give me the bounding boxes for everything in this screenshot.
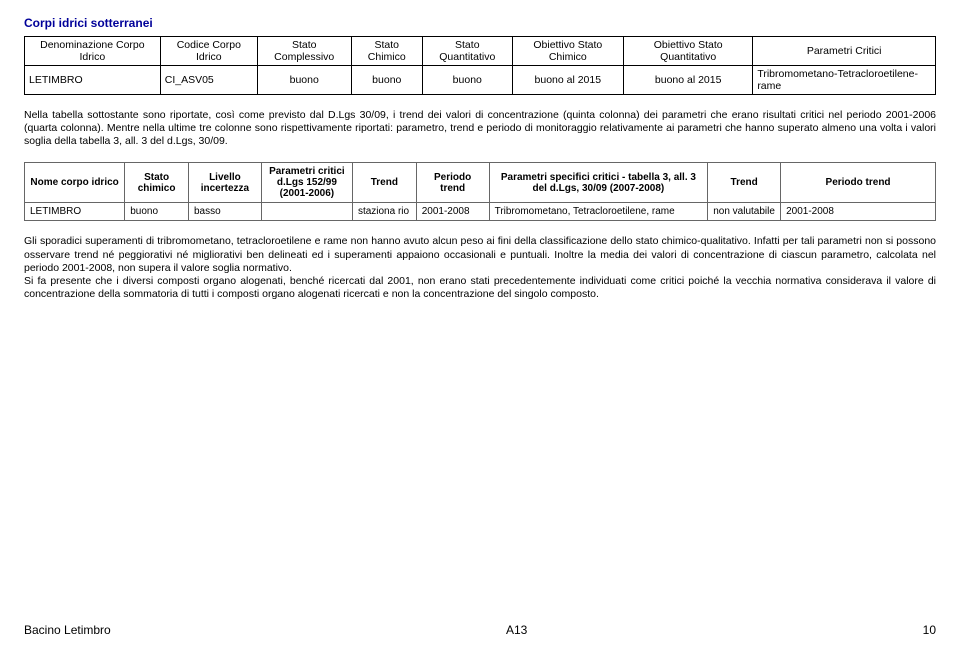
paragraph-1: Nella tabella sottostante sono riportate… (24, 109, 936, 148)
col-periodo2: Periodo trend (781, 163, 936, 203)
cell-denom: LETIMBRO (25, 66, 161, 95)
col-stato-compl: Stato Complessivo (257, 37, 351, 66)
col-ob-chim: Obiettivo Stato Chimico (512, 37, 624, 66)
col-stato: Stato chimico (125, 163, 189, 203)
table-header-row: Denominazione Corpo Idrico Codice Corpo … (25, 37, 936, 66)
cell-ob-chim: buono al 2015 (512, 66, 624, 95)
cell-periodo2: 2001-2008 (781, 203, 936, 221)
col-stato-chim: Stato Chimico (351, 37, 422, 66)
col-codice: Codice Corpo Idrico (160, 37, 257, 66)
col-ob-quant: Obiettivo Stato Quantitativo (624, 37, 753, 66)
footer-left: Bacino Letimbro (24, 623, 111, 637)
footer-right: 10 (923, 623, 936, 637)
col-param-spec: Parametri specifici critici - tabella 3,… (489, 163, 708, 203)
cell-codice: CI_ASV05 (160, 66, 257, 95)
col-param-crit: Parametri critici d.Lgs 152/99 (2001-200… (261, 163, 352, 203)
cell-chim: buono (351, 66, 422, 95)
table-header-row: Nome corpo idrico Stato chimico Livello … (25, 163, 936, 203)
cell-periodo1: 2001-2008 (416, 203, 489, 221)
cell-ob-quant: buono al 2015 (624, 66, 753, 95)
cell-trend1: staziona rio (352, 203, 416, 221)
col-trend1: Trend (352, 163, 416, 203)
table-trend: Nome corpo idrico Stato chimico Livello … (24, 162, 936, 221)
section-title: Corpi idrici sotterranei (24, 16, 936, 30)
footer-center: A13 (506, 623, 527, 637)
table-corpi-idrici: Denominazione Corpo Idrico Codice Corpo … (24, 36, 936, 95)
cell-param-crit (261, 203, 352, 221)
col-trend2: Trend (708, 163, 781, 203)
col-stato-quant: Stato Quantitativo (423, 37, 513, 66)
cell-params: Tribromometano-Tetracloroetilene-rame (753, 66, 936, 95)
cell-compl: buono (257, 66, 351, 95)
cell-stato: buono (125, 203, 189, 221)
table-row: LETIMBRO CI_ASV05 buono buono buono buon… (25, 66, 936, 95)
col-periodo1: Periodo trend (416, 163, 489, 203)
table-row: LETIMBRO buono basso staziona rio 2001-2… (25, 203, 936, 221)
page-footer: Bacino Letimbro A13 10 (24, 623, 936, 637)
col-nome: Nome corpo idrico (25, 163, 125, 203)
paragraph-2: Gli sporadici superamenti di tribromomet… (24, 235, 936, 274)
cell-param-spec: Tribromometano, Tetracloroetilene, rame (489, 203, 708, 221)
col-param-crit: Parametri Critici (753, 37, 936, 66)
col-denom: Denominazione Corpo Idrico (25, 37, 161, 66)
cell-livello: basso (188, 203, 261, 221)
cell-trend2: non valutabile (708, 203, 781, 221)
paragraph-3: Si fa presente che i diversi composti or… (24, 275, 936, 301)
cell-nome: LETIMBRO (25, 203, 125, 221)
col-livello: Livello incertezza (188, 163, 261, 203)
cell-quant: buono (423, 66, 513, 95)
